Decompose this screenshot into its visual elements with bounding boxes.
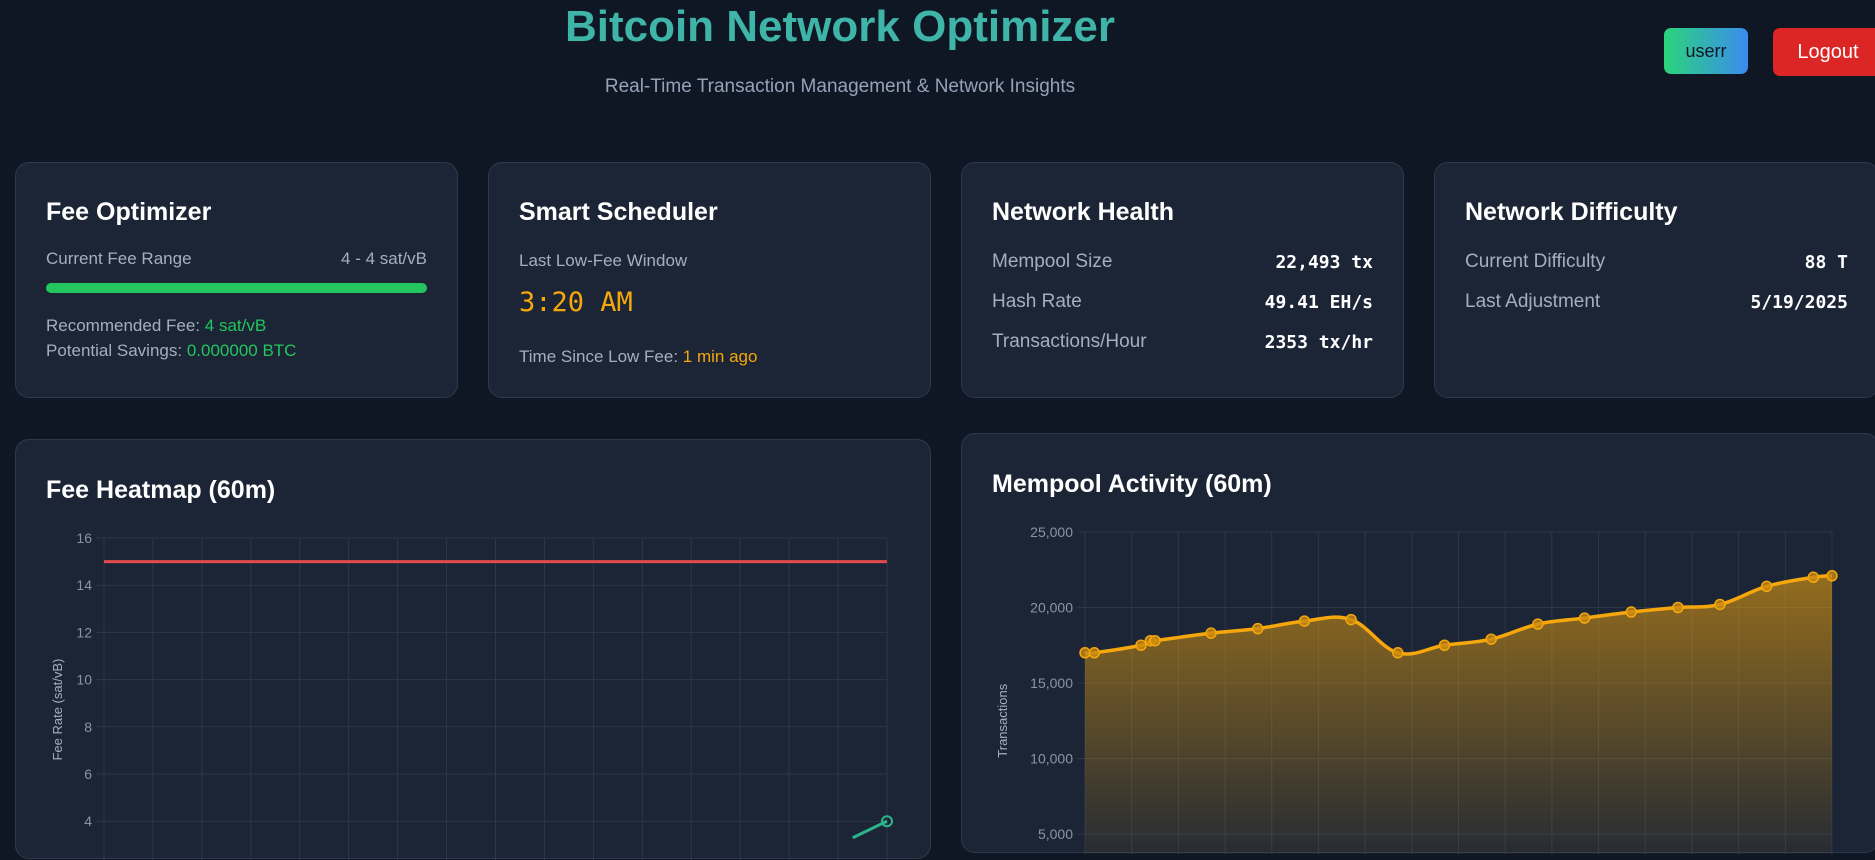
transactions-per-hour-value: 2353 tx/hr bbox=[1264, 331, 1373, 353]
last-adjustment-label: Last Adjustment bbox=[1465, 291, 1601, 312]
mempool-point bbox=[1672, 601, 1684, 614]
transactions-per-hour-label: Transactions/Hour bbox=[992, 331, 1147, 352]
y-tick-label: 14 bbox=[76, 577, 92, 593]
transactions-per-hour-row: Transactions/Hour 2353 tx/hr bbox=[992, 331, 1373, 353]
time-since-low-fee-label: Time Since Low Fee: bbox=[519, 347, 679, 366]
user-button[interactable]: userr bbox=[1664, 28, 1748, 74]
mempool-point bbox=[1135, 639, 1147, 651]
recommended-fee-line: Recommended Fee: 4 sat/vB bbox=[46, 316, 266, 336]
network-difficulty-title: Network Difficulty bbox=[1465, 198, 1678, 226]
mempool-activity-card: Mempool Activity (60m) 25,000 20,000 15,00… bbox=[961, 433, 1875, 854]
fee-optimizer-card: Fee Optimizer Current Fee Range 4 - 4 sa… bbox=[15, 162, 458, 398]
potential-savings-value: 0.000000 BTC bbox=[186, 341, 297, 360]
current-difficulty-value: 88 T bbox=[1804, 251, 1848, 273]
fee-range-row: Current Fee Range 4 - 4 sat/vB bbox=[46, 249, 427, 269]
mempool-point bbox=[1079, 647, 1091, 659]
y-tick-label: 12 bbox=[76, 624, 92, 640]
app-subtitle: Real-Time Transaction Management & Netwo… bbox=[604, 76, 1076, 97]
time-since-low-fee-line: Time Since Low Fee: 1 min ago bbox=[519, 347, 757, 367]
mempool-point bbox=[1438, 639, 1451, 651]
fee-heatmap-card: Fee Heatmap (60m) 16 14 12 10 8 6 4 Fee Rate (s… bbox=[15, 439, 931, 860]
fee-range-value: 4 - 4 sat/vB bbox=[341, 249, 427, 268]
hash-rate-value: 49.41 EH/s bbox=[1264, 291, 1373, 313]
recommended-fee-label: Recommended Fee: bbox=[46, 316, 201, 335]
current-difficulty-row: Current Difficulty 88 T bbox=[1465, 251, 1848, 273]
fee-range-label: Current Fee Range bbox=[46, 249, 192, 268]
hash-rate-label: Hash Rate bbox=[992, 291, 1082, 312]
mempool-point bbox=[1088, 647, 1101, 659]
y-tick-label: 10,000 bbox=[1030, 751, 1073, 767]
mempool-size-value: 22,493 tx bbox=[1275, 251, 1373, 273]
app-title: Bitcoin Network Optimizer bbox=[564, 2, 1116, 51]
fee-range-bar bbox=[46, 283, 427, 293]
fee-rate-point bbox=[881, 815, 893, 828]
network-difficulty-card: Network Difficulty Current Difficulty 88… bbox=[1434, 162, 1875, 398]
network-health-title: Network Health bbox=[992, 198, 1174, 226]
last-adjustment-row: Last Adjustment 5/19/2025 bbox=[1465, 291, 1848, 313]
logout-button[interactable]: Logout bbox=[1773, 28, 1875, 76]
y-tick-label: 10 bbox=[76, 672, 92, 688]
y-tick-label: 6 bbox=[84, 766, 92, 782]
hash-rate-row: Hash Rate 49.41 EH/s bbox=[992, 291, 1373, 313]
mempool-size-row: Mempool Size 22,493 tx bbox=[992, 251, 1373, 273]
mempool-size-label: Mempool Size bbox=[992, 251, 1113, 272]
mempool-point bbox=[1807, 571, 1820, 584]
potential-savings-line: Potential Savings: 0.000000 BTC bbox=[46, 341, 296, 361]
current-difficulty-label: Current Difficulty bbox=[1465, 251, 1606, 272]
time-since-low-fee-value: 1 min ago bbox=[682, 347, 758, 366]
mempool-point bbox=[1826, 570, 1838, 582]
mempool-point bbox=[1714, 598, 1726, 611]
mempool-point bbox=[1345, 613, 1357, 626]
low-fee-window-time: 3:20 AM bbox=[519, 287, 633, 318]
y-tick-label: 4 bbox=[84, 813, 92, 829]
mempool-point bbox=[1532, 618, 1544, 630]
low-fee-window-label: Last Low-Fee Window bbox=[519, 251, 688, 270]
mempool-point bbox=[1149, 634, 1161, 647]
fee-heatmap-chart: 16 14 12 10 8 6 4 Fee Rate (sat/vB) bbox=[50, 530, 893, 860]
y-axis-label: Transactions bbox=[995, 683, 1010, 757]
y-tick-label: 16 bbox=[76, 530, 92, 546]
y-tick-label: 5,000 bbox=[1038, 826, 1073, 842]
network-health-card: Network Health Mempool Size 22,493 tx Ha… bbox=[961, 162, 1404, 398]
y-tick-label: 20,000 bbox=[1030, 600, 1073, 616]
fee-range-bar-fill bbox=[46, 283, 427, 293]
mempool-point bbox=[1251, 622, 1264, 635]
recommended-fee-value: 4 sat/vB bbox=[204, 316, 267, 335]
mempool-point bbox=[1298, 615, 1311, 627]
mempool-point bbox=[1392, 647, 1404, 659]
mempool-activity-chart: 25,000 20,000 15,000 10,000 5,000 Transaction… bbox=[995, 524, 1838, 854]
y-tick-label: 25,000 bbox=[1030, 524, 1073, 540]
smart-scheduler-title: Smart Scheduler bbox=[519, 198, 718, 226]
mempool-area bbox=[1085, 575, 1832, 854]
mempool-point bbox=[1625, 606, 1637, 618]
fee-heatmap-title: Fee Heatmap (60m) bbox=[46, 476, 276, 504]
potential-savings-label: Potential Savings: bbox=[46, 341, 183, 360]
fee-optimizer-title: Fee Optimizer bbox=[46, 198, 212, 226]
mempool-point bbox=[1205, 627, 1217, 639]
y-tick-label: 15,000 bbox=[1030, 675, 1073, 691]
y-tick-label: 8 bbox=[84, 719, 92, 735]
y-axis-label: Fee Rate (sat/vB) bbox=[50, 659, 65, 761]
mempool-activity-title: Mempool Activity (60m) bbox=[992, 470, 1272, 498]
smart-scheduler-card: Smart Scheduler Last Low-Fee Window 3:20… bbox=[488, 162, 931, 398]
last-adjustment-value: 5/19/2025 bbox=[1750, 291, 1848, 313]
mempool-point bbox=[1578, 612, 1591, 624]
mempool-point bbox=[1485, 633, 1497, 645]
mempool-point bbox=[1760, 580, 1773, 593]
